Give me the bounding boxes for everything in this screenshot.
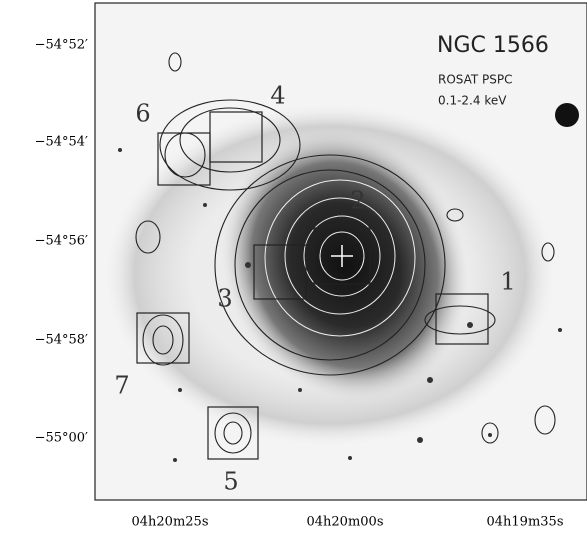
region-label: 2 <box>350 187 365 215</box>
y-tick-label: −54°54′ <box>35 135 88 150</box>
instrument: ROSAT PSPC <box>438 73 513 87</box>
energy-band: 0.1-2.4 keV <box>438 94 507 108</box>
region-label: 4 <box>270 82 285 110</box>
region-label: 5 <box>223 468 238 496</box>
region-label: 3 <box>217 285 232 313</box>
y-tick-label: −54°52′ <box>35 38 88 53</box>
y-tick-label: −54°58′ <box>35 333 88 348</box>
y-tick-label: −55°00′ <box>35 431 88 446</box>
region-label: 1 <box>500 268 515 296</box>
x-tick-label: 04h20m00s <box>307 515 384 530</box>
image <box>95 3 587 500</box>
figure: NGC 1566 ROSAT PSPC 0.1-2.4 keV −54°52′ −… <box>0 0 587 537</box>
x-tick-label: 04h20m25s <box>132 515 209 530</box>
x-tick-label: 04h19m35s <box>487 515 564 530</box>
region-label: 6 <box>135 100 150 128</box>
title: NGC 1566 <box>437 33 549 58</box>
y-tick-label: −54°56′ <box>35 234 88 249</box>
region-label: 7 <box>114 372 129 400</box>
